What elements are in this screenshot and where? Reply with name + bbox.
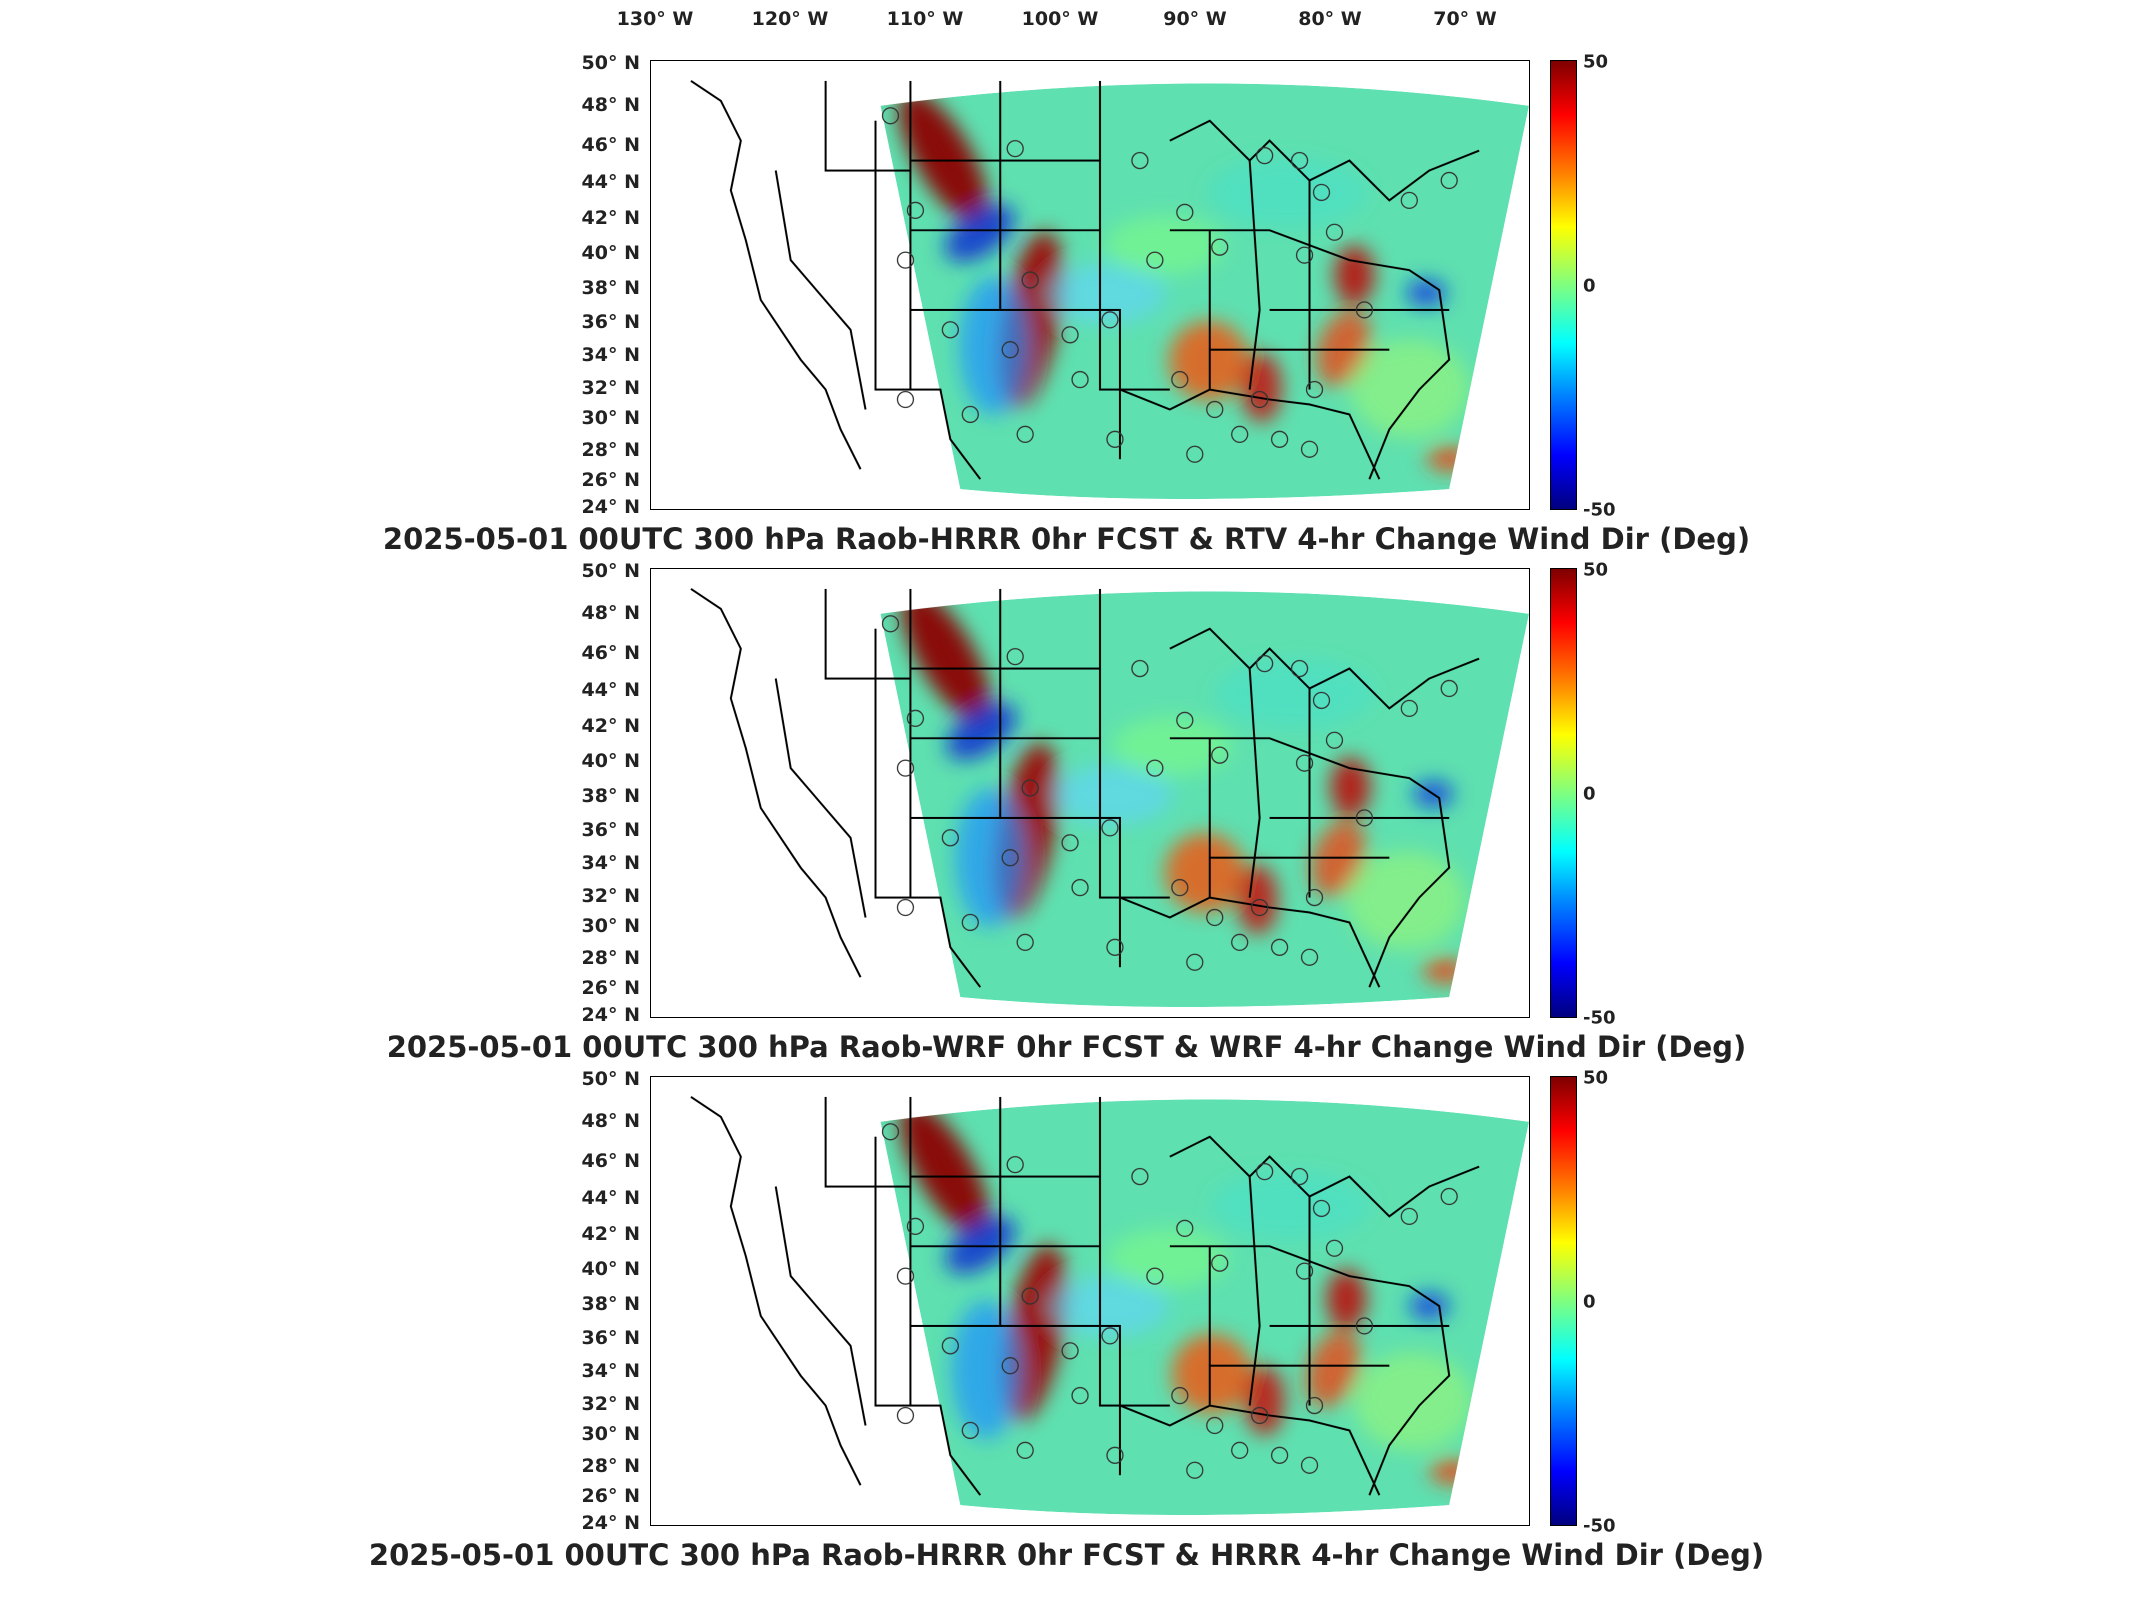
lat-label: 38° N	[581, 277, 640, 299]
colorbar-min-label: -50	[1583, 499, 1616, 521]
lat-label: 28° N	[581, 947, 640, 969]
lat-label: 44° N	[581, 679, 640, 701]
colorbar-mid-label: 0	[1583, 783, 1596, 805]
lon-label: 110° W	[886, 8, 964, 30]
lat-label: 24° N	[581, 1512, 640, 1534]
lat-label: 40° N	[581, 242, 640, 264]
lat-label: 30° N	[581, 407, 640, 429]
colorbar-min-label: -50	[1583, 1515, 1616, 1537]
lat-label: 46° N	[581, 1150, 640, 1172]
lat-label: 38° N	[581, 785, 640, 807]
lon-label: 100° W	[1021, 8, 1099, 30]
colorbar	[1550, 1076, 1577, 1526]
lat-label: 48° N	[581, 602, 640, 624]
lat-label: 40° N	[581, 750, 640, 772]
lat-label: 28° N	[581, 1455, 640, 1477]
lon-label: 130° W	[616, 8, 694, 30]
lat-label: 44° N	[581, 171, 640, 193]
colorbar-mid-label: 0	[1583, 275, 1596, 297]
lat-label: 24° N	[581, 496, 640, 518]
lat-label: 30° N	[581, 1423, 640, 1445]
lat-label: 44° N	[581, 1187, 640, 1209]
lat-label: 34° N	[581, 344, 640, 366]
lat-label: 50° N	[581, 560, 640, 582]
lat-label: 32° N	[581, 885, 640, 907]
lat-label: 26° N	[581, 469, 640, 491]
lat-label: 38° N	[581, 1293, 640, 1315]
lat-label: 28° N	[581, 439, 640, 461]
lat-label: 36° N	[581, 819, 640, 841]
lat-label: 24° N	[581, 1004, 640, 1026]
lat-label: 42° N	[581, 207, 640, 229]
lat-label: 42° N	[581, 1223, 640, 1245]
lon-label: 80° W	[1298, 8, 1362, 30]
wind-direction-map	[650, 1076, 1530, 1526]
colorbar	[1550, 568, 1577, 1018]
lat-label: 42° N	[581, 715, 640, 737]
colorbar-max-label: 50	[1583, 51, 1609, 73]
lat-label: 46° N	[581, 642, 640, 664]
lon-label: 120° W	[751, 8, 829, 30]
lat-label: 34° N	[581, 1360, 640, 1382]
panel-title: 2025-05-01 00UTC 300 hPa Raob-WRF 0hr FC…	[386, 1030, 1747, 1064]
colorbar-max-label: 50	[1583, 1067, 1609, 1089]
lat-label: 26° N	[581, 1485, 640, 1507]
lat-label: 36° N	[581, 311, 640, 333]
lat-label: 30° N	[581, 915, 640, 937]
lat-label: 50° N	[581, 1068, 640, 1090]
lon-label: 90° W	[1163, 8, 1227, 30]
lat-label: 36° N	[581, 1327, 640, 1349]
lat-label: 48° N	[581, 1110, 640, 1132]
lat-label: 50° N	[581, 52, 640, 74]
wind-direction-map	[650, 60, 1530, 510]
colorbar-mid-label: 0	[1583, 1291, 1596, 1313]
panel-title: 2025-05-01 00UTC 300 hPa Raob-HRRR 0hr F…	[368, 1538, 1765, 1572]
colorbar-min-label: -50	[1583, 1007, 1616, 1029]
lat-label: 46° N	[581, 134, 640, 156]
wind-direction-map	[650, 568, 1530, 1018]
lat-label: 34° N	[581, 852, 640, 874]
lon-label: 70° W	[1433, 8, 1497, 30]
lat-label: 48° N	[581, 94, 640, 116]
lat-label: 32° N	[581, 1393, 640, 1415]
lat-label: 40° N	[581, 1258, 640, 1280]
lat-label: 26° N	[581, 977, 640, 999]
longitude-axis: 130° W 120° W 110° W 100° W 90° W 80° W …	[0, 0, 2133, 40]
colorbar	[1550, 60, 1577, 510]
colorbar-max-label: 50	[1583, 559, 1609, 581]
panel-title: 2025-05-01 00UTC 300 hPa Raob-HRRR 0hr F…	[382, 522, 1751, 556]
lat-label: 32° N	[581, 377, 640, 399]
